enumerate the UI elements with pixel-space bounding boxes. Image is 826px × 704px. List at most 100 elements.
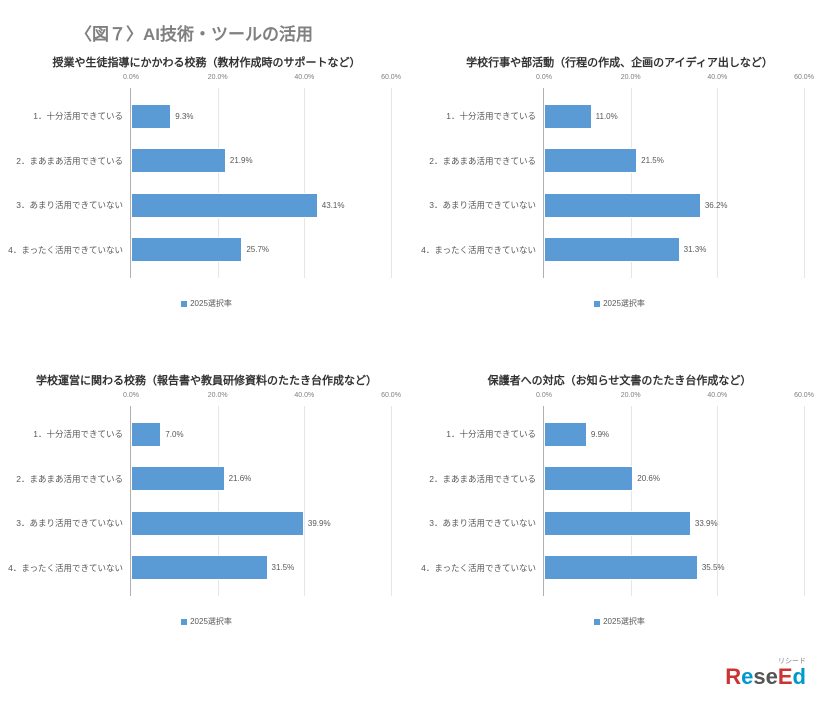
bar-label: 1．十分活用できている (33, 428, 123, 440)
bar-row: 2．まあまあ活用できている20.6% (544, 466, 803, 491)
bar (131, 511, 304, 536)
bars-wrap: 1．十分活用できている11.0% 2．まあまあ活用できている21.5% 3．あまり活… (544, 88, 803, 278)
bar-value: 21.9% (230, 156, 253, 165)
chart-panel: 学校行事や部活動（行程の作成、企画のアイディア出しなど） 0.0% 20.0% 40.… (413, 48, 826, 348)
xtick-label: 60.0% (381, 392, 401, 399)
xtick-label: 20.0% (621, 74, 641, 81)
bar-row: 2．まあまあ活用できている21.6% (131, 466, 390, 491)
bar (131, 422, 161, 447)
legend: 2025選択率 (423, 616, 816, 627)
bar-value: 9.3% (175, 112, 193, 121)
legend: 2025選択率 (423, 298, 816, 309)
bar-value: 31.3% (684, 245, 707, 254)
bar (544, 148, 637, 173)
xtick-label: 60.0% (794, 74, 814, 81)
plot-area: 0.0%20.0%40.0%60.0%1．十分活用できている9.3%2．まあまあ… (130, 88, 390, 278)
chart-subtitle: 授業や生徒指導にかかわる校務（教材作成時のサポートなど） (10, 54, 403, 70)
bar-value: 7.0% (165, 430, 183, 439)
bar-row: 1．十分活用できている9.3% (131, 104, 390, 129)
bar-row: 1．十分活用できている9.9% (544, 422, 803, 447)
bar-label: 3．あまり活用できていない (429, 199, 536, 211)
xtick-label: 0.0% (536, 74, 552, 81)
legend-label: 2025選択率 (190, 299, 232, 308)
chart-subtitle: 保護者への対応（お知らせ文書のたたき台作成など） (423, 372, 816, 388)
bar-label: 2．まあまあ活用できている (16, 473, 123, 485)
legend-label: 2025選択率 (603, 617, 645, 626)
xtick-label: 60.0% (381, 74, 401, 81)
legend-swatch (594, 619, 600, 625)
legend-swatch (181, 619, 187, 625)
plot-area: 0.0%20.0%40.0%60.0%1．十分活用できている7.0%2．まあまあ… (130, 406, 390, 596)
bar-label: 3．あまり活用できていない (16, 517, 123, 529)
bar (131, 555, 268, 580)
bar (131, 466, 225, 491)
bar-label: 3．あまり活用できていない (429, 517, 536, 529)
bar-value: 9.9% (591, 430, 609, 439)
bar-value: 21.6% (229, 474, 252, 483)
bar-row: 3．あまり活用できていない43.1% (131, 193, 390, 218)
bar-value: 21.5% (641, 156, 664, 165)
gridline (804, 88, 805, 278)
bar-label: 1．十分活用できている (446, 428, 536, 440)
bar-row: 4．まったく活用できていない31.3% (544, 237, 803, 262)
bar (131, 148, 226, 173)
chart-grid: 授業や生徒指導にかかわる校務（教材作成時のサポートなど）0.0%20.0%40.… (0, 48, 826, 666)
bar-value: 35.5% (702, 563, 725, 572)
legend-label: 2025選択率 (190, 617, 232, 626)
gridline (391, 88, 392, 278)
gridline (804, 406, 805, 596)
xtick-label: 60.0% (794, 392, 814, 399)
chart-panel: 保護者への対応（お知らせ文書のたたき台作成など）0.0%20.0%40.0%60… (413, 366, 826, 666)
bar-label: 2．まあまあ活用できている (429, 473, 536, 485)
xtick-label: 0.0% (123, 74, 139, 81)
xtick-label: 0.0% (536, 392, 552, 399)
bar-row: 2．まあまあ活用できている21.5% (544, 148, 803, 173)
xtick-label: 0.0% (123, 392, 139, 399)
bar-row: 4．まったく活用できていない31.5% (131, 555, 390, 580)
bars-wrap: 1．十分活用できている7.0% 2．まあまあ活用できている21.6% 3．あまり活用… (131, 406, 390, 596)
bar-label: 4．まったく活用できていない (421, 244, 536, 256)
bar-label: 3．あまり活用できていない (16, 199, 123, 211)
bar-row: 1．十分活用できている11.0% (544, 104, 803, 129)
bar-row: 2．まあまあ活用できている21.9% (131, 148, 390, 173)
bar-value: 31.5% (272, 563, 295, 572)
bar-value: 25.7% (246, 245, 269, 254)
bar (544, 237, 680, 262)
xtick-label: 40.0% (707, 74, 727, 81)
xtick-label: 20.0% (208, 74, 228, 81)
brand-logo: ReseEd (725, 664, 806, 690)
bar-value: 39.9% (308, 519, 331, 528)
bar (544, 104, 592, 129)
bar-label: 4．まったく活用できていない (421, 562, 536, 574)
bar-label: 4．まったく活用できていない (8, 244, 123, 256)
bar-value: 20.6% (637, 474, 660, 483)
bar (544, 466, 633, 491)
bar (131, 104, 171, 129)
bar-row: 4．まったく活用できていない25.7% (131, 237, 390, 262)
legend: 2025選択率 (10, 298, 403, 309)
chart-subtitle: 学校行事や部活動（行程の作成、企画のアイディア出しなど） (423, 54, 816, 70)
bar-label: 2．まあまあ活用できている (429, 155, 536, 167)
legend-swatch (181, 301, 187, 307)
bars-wrap: 1．十分活用できている9.3% 2．まあまあ活用できている21.9% 3．あまり活用… (131, 88, 390, 278)
xtick-label: 20.0% (208, 392, 228, 399)
xtick-label: 40.0% (707, 392, 727, 399)
bar (544, 193, 701, 218)
bar-value: 33.9% (695, 519, 718, 528)
xtick-label: 40.0% (294, 74, 314, 81)
xtick-label: 40.0% (294, 392, 314, 399)
bar-label: 4．まったく活用できていない (8, 562, 123, 574)
legend: 2025選択率 (10, 616, 403, 627)
bar-row: 3．あまり活用できていない36.2% (544, 193, 803, 218)
bar-value: 36.2% (705, 201, 728, 210)
bar (544, 555, 698, 580)
bar (544, 422, 587, 447)
bar-row: 1．十分活用できている7.0% (131, 422, 390, 447)
bar-label: 2．まあまあ活用できている (16, 155, 123, 167)
bar-value: 11.0% (596, 112, 618, 121)
bar (544, 511, 691, 536)
bar-row: 3．あまり活用できていない39.9% (131, 511, 390, 536)
bar (131, 237, 242, 262)
bar-label: 1．十分活用できている (33, 110, 123, 122)
bar-row: 4．まったく活用できていない35.5% (544, 555, 803, 580)
